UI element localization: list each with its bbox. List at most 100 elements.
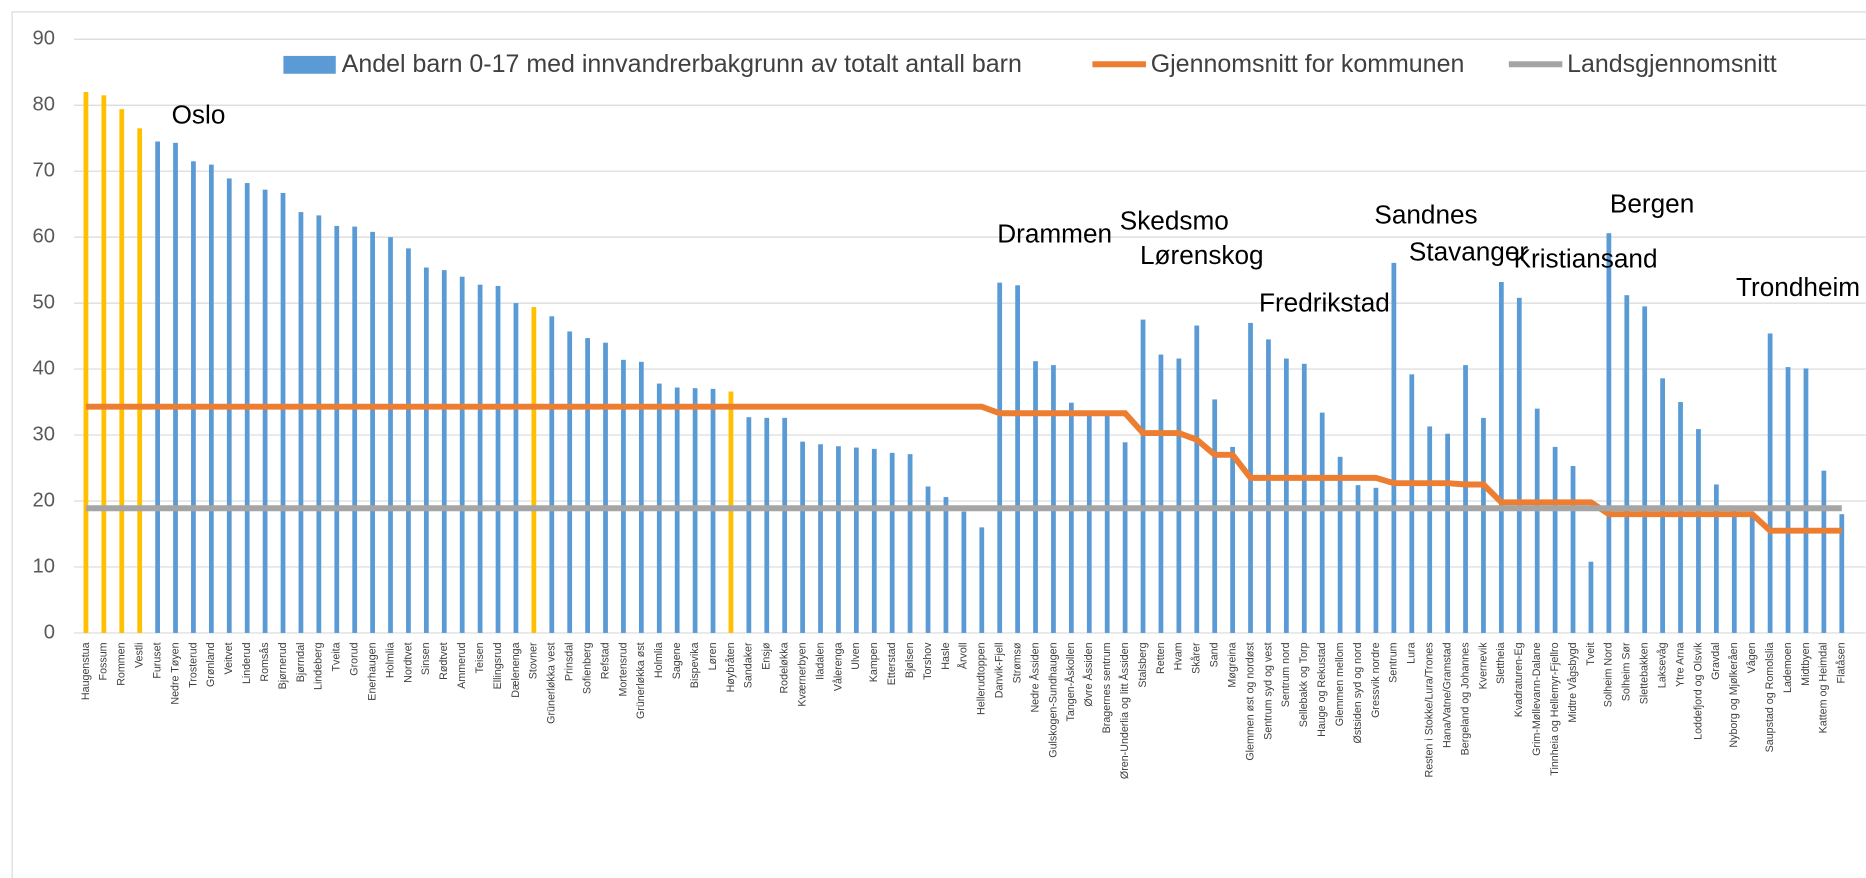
- bar: [638, 361, 644, 633]
- annotation: Oslo: [172, 99, 226, 129]
- annotation: Trondheim: [1736, 272, 1860, 302]
- x-tick-label: Fossum: [98, 642, 110, 680]
- bar: [1051, 365, 1056, 633]
- x-tick-label: Torshov: [922, 642, 934, 680]
- bar: [316, 215, 322, 633]
- bar: [1391, 262, 1397, 633]
- x-tick-label: Refstad: [599, 642, 611, 679]
- x-tick-label: Hana/Vatne/Gramstad: [1441, 642, 1453, 748]
- x-tick-label: Sinsen: [420, 642, 432, 675]
- x-tick-label: Sand: [1209, 642, 1221, 667]
- bar: [1731, 510, 1737, 633]
- bar: [549, 316, 555, 633]
- bar: [441, 270, 447, 633]
- bar: [800, 441, 805, 633]
- line: [85, 403, 1842, 534]
- bar: [388, 237, 393, 633]
- bar: [1355, 485, 1361, 633]
- x-tick-label: Tveita: [331, 642, 343, 671]
- x-tick-label: Kampen: [868, 642, 880, 682]
- x-tick-label: Grim-Møllevann-Dalane: [1531, 642, 1543, 755]
- x-tick-label: Sofienberg: [581, 642, 593, 694]
- bar: [1158, 354, 1164, 633]
- bar: [1803, 368, 1809, 633]
- x-tick-label: Årvoll: [957, 642, 970, 669]
- x-tick-label: Grorud: [349, 642, 361, 675]
- bar: [979, 527, 985, 633]
- x-tick-label: Sentrum: [1388, 642, 1400, 682]
- x-tick-label: Tinnheia og Hellemyr-Fjellro: [1549, 642, 1561, 775]
- x-tick-label: Teisen: [474, 642, 486, 673]
- x-tick-label: Loddefjord og Olsvik: [1692, 642, 1704, 740]
- legend-label: Gjennomsnitt for kommunen: [1151, 50, 1465, 78]
- x-tick-label: Sandaker: [743, 642, 755, 688]
- x-tick-label: Stovner: [528, 642, 540, 679]
- y-tick-label: 90: [33, 28, 56, 50]
- x-tick-label: Trosterud: [187, 642, 199, 687]
- x-tick-label: Hauge og Rekustad: [1316, 642, 1328, 737]
- x-tick-label: Nordtvet: [402, 642, 414, 682]
- bar: [1821, 470, 1827, 633]
- bar: [782, 417, 788, 633]
- x-tick-label: Sentrum syd og vest: [1262, 642, 1274, 739]
- bar: [728, 391, 734, 633]
- bar: [1427, 426, 1433, 633]
- bar: [191, 161, 196, 633]
- x-tick-label: Grünerløkka øst: [635, 642, 647, 719]
- x-tick-label: Slettebakken: [1639, 642, 1651, 704]
- bar: [1767, 333, 1773, 633]
- x-tick-label: Tveit: [1585, 642, 1597, 665]
- bar: [101, 95, 107, 633]
- bar: [1642, 306, 1648, 633]
- bar: [943, 497, 949, 633]
- bar: [1534, 408, 1540, 633]
- x-tick-label: Ellingsrud: [492, 642, 504, 689]
- bar: [889, 452, 895, 633]
- x-tick-label: Holmlia: [653, 642, 665, 678]
- bar: [1785, 367, 1791, 633]
- bar: [1194, 325, 1200, 633]
- x-tick-label: Rodeløkka: [779, 642, 791, 693]
- bar: [352, 226, 358, 633]
- annotation: Drammen: [997, 218, 1112, 248]
- chart-border: [11, 11, 1866, 878]
- x-tick-label: Hellerudtoppen: [976, 642, 988, 715]
- bar: [853, 447, 859, 633]
- x-tick-label: Bjølsen: [904, 642, 916, 678]
- x-tick-label: Danvik-Fjell: [994, 642, 1006, 698]
- x-tick-label: Bjørnerud: [277, 642, 289, 689]
- bar: [1122, 442, 1128, 633]
- bar: [477, 284, 483, 633]
- x-tick-label: Vestli: [134, 642, 146, 668]
- x-tick-label: Tangen-Åskollen: [1064, 642, 1077, 721]
- bar: [1713, 484, 1719, 633]
- x-tick-label: Øren-Underlia og litt Åssiden: [1118, 642, 1131, 779]
- annotation: Sandnes: [1374, 199, 1477, 229]
- bar: [1033, 361, 1038, 633]
- x-tick-label: Østsiden syd og nord: [1352, 642, 1364, 743]
- bar: [280, 192, 286, 633]
- annotation: Lørenskog: [1140, 240, 1264, 270]
- bar: [567, 331, 573, 633]
- bar: [459, 276, 465, 633]
- bar: [746, 417, 752, 633]
- annotation: Bergen: [1610, 189, 1694, 219]
- x-tick-label: Mortensrud: [617, 642, 629, 696]
- x-tick-label: Kattem og Heimdal: [1818, 642, 1830, 733]
- y-tick-label: 60: [33, 225, 56, 247]
- bar: [1212, 399, 1218, 633]
- x-tick-label: Sellebakk og Torp: [1298, 642, 1310, 727]
- annotation: Stavanger: [1409, 236, 1529, 266]
- x-tick-label: Ulven: [850, 642, 862, 669]
- x-tick-label: Glemmen øst og nordøst: [1244, 642, 1256, 760]
- x-tick-label: Midtre Vågsbygd: [1567, 642, 1579, 722]
- x-tick-label: Iladalen: [814, 642, 826, 679]
- bar: [871, 448, 877, 633]
- bar: [585, 338, 590, 633]
- x-tick-label: Midtbyen: [1800, 642, 1812, 685]
- bar: [1230, 446, 1235, 633]
- bar: [137, 128, 143, 633]
- bar: [1498, 282, 1504, 633]
- x-tick-label: Grønland: [205, 642, 217, 687]
